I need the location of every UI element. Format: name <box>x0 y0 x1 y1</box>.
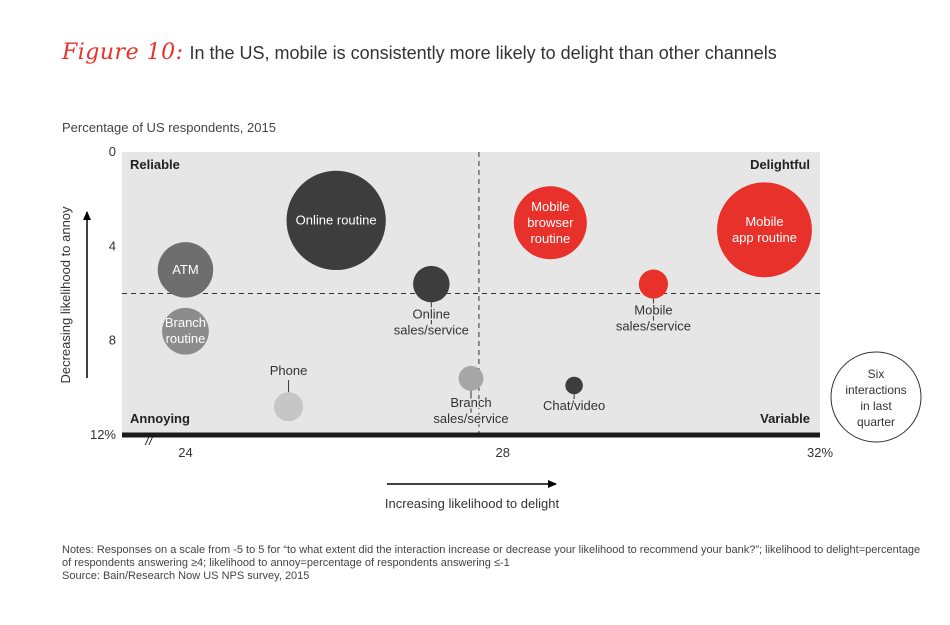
bubble-label: routine <box>530 231 570 246</box>
size-legend-circle <box>830 351 922 443</box>
x-tick-label: 24 <box>178 445 192 460</box>
bubble <box>458 365 484 391</box>
bubble-label: sales/service <box>433 411 508 426</box>
bubble-label: routine <box>166 331 206 346</box>
size-legend-line: interactions <box>845 383 906 397</box>
bubble <box>565 376 583 395</box>
figure-title-text: In the US, mobile is consistently more l… <box>189 43 777 63</box>
figure-label: Figure 10: <box>62 40 184 65</box>
figure-title: Figure 10: In the US, mobile is consisten… <box>62 40 777 65</box>
bubble-label: app routine <box>732 230 797 245</box>
quadrant-label-variable: Variable <box>760 411 810 426</box>
bubble-label: sales/service <box>616 319 691 334</box>
size-legend-line: in last <box>860 399 892 413</box>
bubble <box>513 186 587 260</box>
bubble-label: Online <box>413 306 451 321</box>
bubble <box>273 392 304 422</box>
bubble-label: Phone <box>270 363 308 378</box>
bubble <box>413 265 450 303</box>
source-line: Source: Bain/Research Now US NPS survey,… <box>62 570 310 582</box>
bubble-label: Online routine <box>296 212 377 227</box>
bubble <box>286 170 386 271</box>
bubble-label: Branch <box>450 395 491 410</box>
y-tick-label: 12% <box>90 427 116 442</box>
bubble-label: Mobile <box>745 214 783 229</box>
size-legend-label: Six interactions in last quarter <box>845 367 906 429</box>
notes-line: of respondents answering ≥4; likelihood … <box>62 557 510 569</box>
quadrant-label-annoying: Annoying <box>130 411 190 426</box>
bubble-label: browser <box>527 215 574 230</box>
y-tick-label: 4 <box>109 238 116 253</box>
x-axis-label: Increasing likelihood to delight <box>385 496 560 511</box>
quadrant-label-delightful: Delightful <box>750 157 810 172</box>
bubble <box>717 182 812 278</box>
bubble-chart: // 24 28 32% 0 4 8 12% Decreasing likelihood to … <box>58 144 922 511</box>
bubble-label: sales/service <box>394 322 469 337</box>
bubble-label: Mobile <box>531 199 569 214</box>
labels-layer: Reliable Delightful Annoying Variable Online… <box>130 157 922 443</box>
bubbles-layer <box>157 170 812 422</box>
bubble-label: ATM <box>172 262 198 277</box>
size-legend-line: quarter <box>857 415 895 429</box>
axes-layer: // 24 28 32% 0 4 8 12% Decreasing likelihood to … <box>58 144 833 511</box>
axis-break-mark: // <box>144 433 154 448</box>
y-tick-label: 8 <box>109 333 116 348</box>
bubble-label: Mobile <box>634 303 672 318</box>
chart-subtitle: Percentage of US respondents, 2015 <box>62 120 276 135</box>
y-axis-label: Decreasing likelihood to annoy <box>58 206 73 384</box>
y-tick-label: 0 <box>109 144 116 159</box>
bubble <box>638 269 669 299</box>
x-tick-label: 28 <box>495 445 509 460</box>
notes-line: Notes: Responses on a scale from -5 to 5… <box>62 544 921 556</box>
x-tick-label: 32% <box>807 445 833 460</box>
bubble <box>157 242 214 298</box>
chart-notes: Notes: Responses on a scale from -5 to 5… <box>62 544 922 583</box>
bubble <box>162 307 209 355</box>
bubble-label: Branch <box>165 315 206 330</box>
bubble-label: Chat/video <box>543 398 605 413</box>
size-legend-line: Six <box>868 367 885 381</box>
quadrant-label-reliable: Reliable <box>130 157 180 172</box>
